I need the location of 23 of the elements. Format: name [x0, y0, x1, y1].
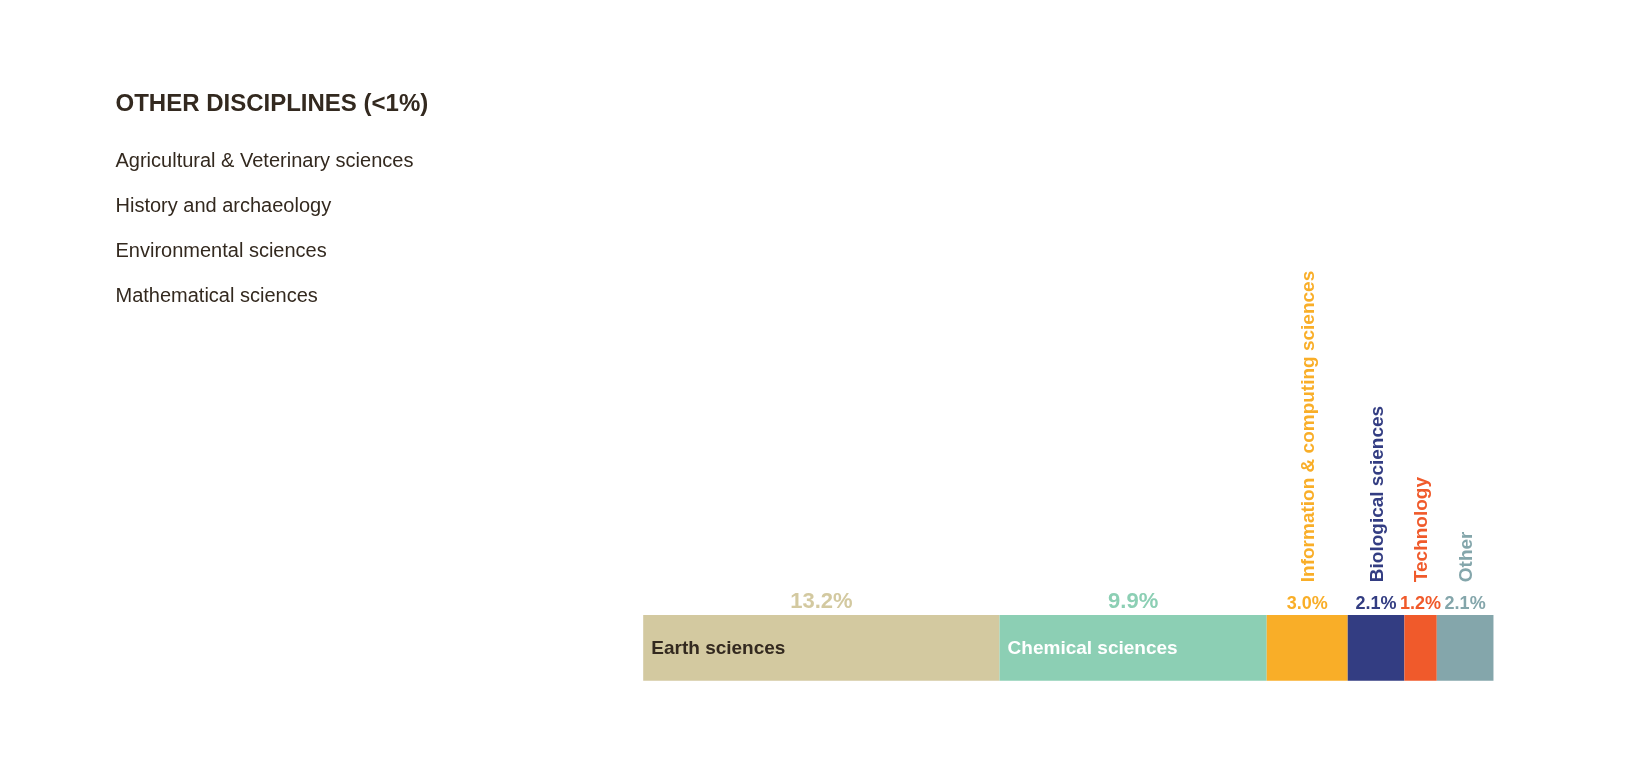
text: Environmental sciences: [115, 238, 327, 261]
bar: [1404, 615, 1437, 681]
bar: [1266, 615, 1348, 681]
data-label: 3.0%: [1286, 592, 1328, 613]
series-label: Earth sciences: [651, 637, 786, 659]
bar: [1347, 615, 1405, 681]
bar: [643, 615, 1000, 681]
bar: [1436, 615, 1494, 681]
text: OTHER DISCIPLINES (<1%): [115, 88, 429, 116]
bar: [999, 615, 1267, 681]
text: Mathematical sciences: [115, 283, 318, 306]
data-label: 13.2%: [790, 587, 853, 613]
data-label: 9.9%: [1108, 587, 1159, 613]
text: History and archaeology: [115, 193, 332, 216]
text: Information & computing sciences: [1296, 270, 1318, 583]
text: Agricultural & Veterinary sciences: [115, 148, 414, 171]
data-label: 1.2%: [1400, 592, 1442, 613]
data-label: 2.1%: [1444, 592, 1486, 613]
text: Technology: [1410, 476, 1432, 583]
text: Other: [1454, 530, 1476, 583]
text: Biological sciences: [1365, 405, 1387, 583]
data-label: 2.1%: [1355, 592, 1397, 613]
series-label: Chemical sciences: [1007, 637, 1178, 659]
